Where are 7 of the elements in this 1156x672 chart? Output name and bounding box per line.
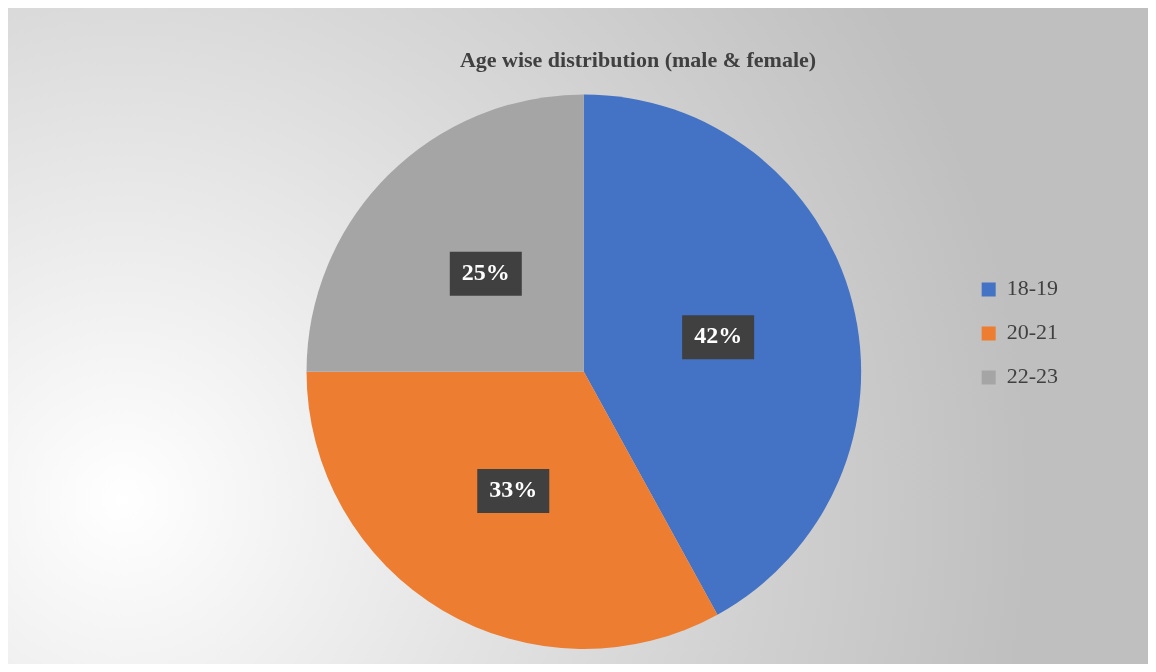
data-label: 25%: [461, 258, 510, 285]
legend-label: 18-19: [1006, 275, 1058, 301]
legend-label: 22-23: [1006, 363, 1058, 389]
data-label: 42%: [694, 322, 743, 349]
legend-label: 20-21: [1006, 319, 1058, 345]
chart-title: Age wise distribution (male & female): [459, 46, 817, 72]
data-label: 33%: [489, 476, 538, 503]
